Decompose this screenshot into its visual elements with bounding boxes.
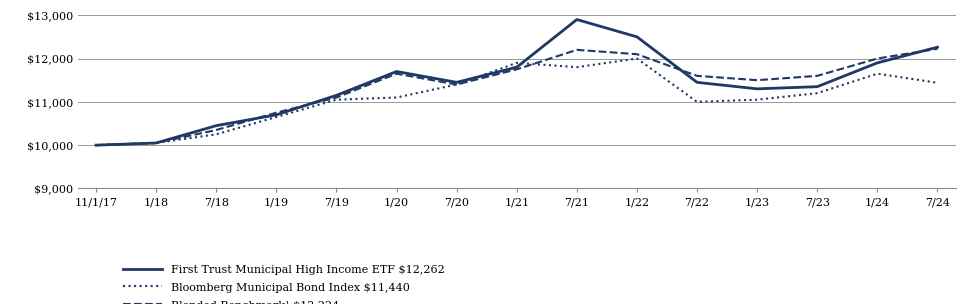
Legend: First Trust Municipal High Income ETF $12,262, Bloomberg Municipal Bond Index $1: First Trust Municipal High Income ETF $1…: [119, 260, 449, 304]
